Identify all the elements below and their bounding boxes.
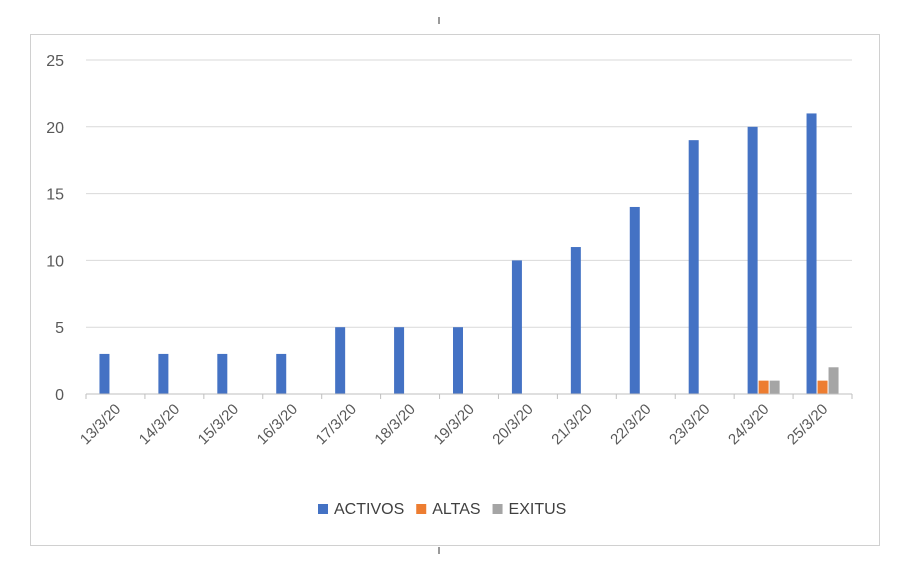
bar-activos-3 [276,353,287,394]
bar-activos-9 [629,206,640,394]
x-tick-label: 22/3/20 [607,401,654,448]
resize-handle-top[interactable] [438,17,440,24]
y-tick-label: 20 [46,120,64,137]
bar-activos-7 [511,260,522,394]
y-tick-label: 15 [46,187,64,204]
x-tick-label: 15/3/20 [195,401,242,448]
bar-exitus-11 [769,380,780,394]
x-tick-label: 24/3/20 [725,401,772,448]
legend-swatch-altas [416,504,427,514]
legend-label-altas: ALTAS [432,501,480,518]
x-axis-ticks: 13/3/20 14/3/20 15/3/20 16/3/20 17/3/20 18/3/… [77,401,831,448]
gridlines [86,59,852,328]
x-tick-label: 20/3/20 [489,401,536,448]
bar-activos-6 [453,327,463,394]
y-tick-label: 5 [55,320,64,337]
resize-handle-bottom[interactable] [438,547,440,554]
legend: ACTIVOS ALTAS EXITUS [318,501,566,518]
x-tick-label: 14/3/20 [136,401,183,448]
legend-label-activos: ACTIVOS [334,501,404,518]
bars [99,113,839,395]
x-axis [85,393,853,399]
x-tick-label: 23/3/20 [666,401,713,448]
chart-frame [30,34,880,546]
x-tick-label: 19/3/20 [430,401,477,448]
bar-activos-5 [394,327,405,394]
y-tick-label: 25 [46,53,64,70]
y-tick-label: 10 [46,253,64,270]
bar-activos-0 [99,353,110,394]
x-tick-label: 16/3/20 [254,401,301,448]
x-tick-label: 18/3/20 [371,401,418,448]
y-tick-label: 0 [55,387,64,404]
bar-altas-12 [817,380,828,394]
bar-activos-2 [217,353,228,394]
legend-swatch-exitus [492,504,503,514]
bar-activos-12 [806,113,817,394]
legend-label-exitus: EXITUS [509,501,567,518]
bar-altas-11 [758,380,769,394]
x-tick-label: 17/3/20 [313,401,360,448]
bar-activos-1 [158,353,169,394]
bar-activos-11 [747,126,758,395]
y-axis-ticks: 0 5 10 15 20 25 [46,53,64,404]
bar-activos-10 [688,140,699,394]
x-tick-label: 25/3/20 [784,401,831,448]
bar-activos-4 [335,327,346,394]
x-tick-label: 13/3/20 [77,401,124,448]
legend-swatch-activos [318,504,328,514]
x-tick-label: 21/3/20 [548,401,595,448]
bar-activos-8 [570,247,581,394]
bar-exitus-12 [828,367,839,394]
